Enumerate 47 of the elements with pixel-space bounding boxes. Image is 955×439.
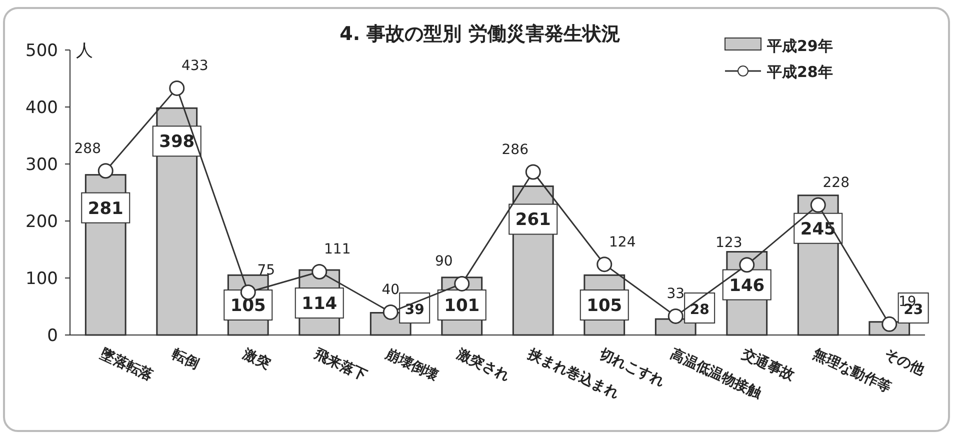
y-tick-label: 0: [47, 326, 58, 346]
point: [882, 316, 898, 332]
point: [382, 304, 398, 320]
data-label: 114: [302, 294, 338, 314]
data-label: 228: [822, 175, 850, 192]
data-label: 28: [690, 302, 710, 318]
data-label: 39: [404, 302, 424, 318]
point: [312, 264, 328, 280]
data-label: 398: [159, 132, 195, 152]
legend-label: 平成28年: [766, 63, 833, 81]
data-label: 124: [609, 234, 636, 250]
data-label: 33: [666, 286, 685, 302]
y-tick-label: 200: [26, 212, 58, 232]
data-label: 105: [586, 296, 622, 316]
point: [454, 276, 470, 292]
point: [525, 164, 541, 180]
y-tick-label: 300: [26, 155, 58, 175]
point: [668, 308, 684, 324]
point: [98, 163, 114, 179]
point: [240, 284, 256, 300]
data-label: 101: [444, 296, 480, 316]
data-label: 281: [88, 198, 124, 219]
x-tick-label: 崩壊倒壊: [382, 346, 440, 384]
x-tick-label: 飛来落下: [310, 346, 370, 384]
data-label: 261: [515, 210, 551, 230]
y-tick-label: 400: [26, 98, 58, 118]
point: [739, 257, 755, 273]
data-label: 288: [74, 140, 101, 157]
x-tick-label: 激突: [240, 344, 273, 372]
y-tick-label: 500: [26, 41, 58, 61]
data-label: 40: [382, 282, 400, 298]
point: [810, 197, 826, 213]
data-label: 90: [434, 254, 453, 270]
x-tick-label: 転倒: [168, 346, 202, 372]
x-tick-label: 激突され: [453, 344, 512, 384]
data-label: 433: [182, 58, 208, 74]
y-tick-label: 100: [26, 269, 58, 289]
legend-label: 平成29年: [766, 37, 833, 55]
y-axis-title: 人: [76, 41, 93, 61]
data-label: 111: [324, 242, 351, 258]
chart-title: 4. 事故の型別 労働災害発生状況: [340, 23, 620, 45]
x-tick-label: 墜落転落: [97, 344, 157, 385]
data-label: 105: [230, 296, 266, 316]
data-label: 123: [716, 234, 742, 251]
data-label: 286: [502, 142, 529, 158]
data-label: 146: [729, 276, 765, 296]
data-label: 75: [257, 262, 276, 278]
